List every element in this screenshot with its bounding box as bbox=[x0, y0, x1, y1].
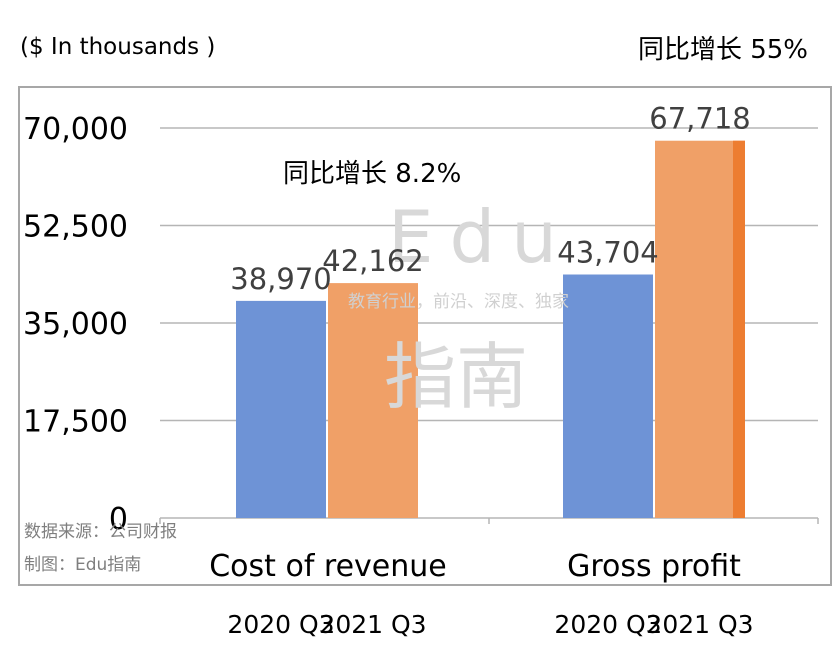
growth-annotation-cost-of-revenue: 同比增长 8.2% bbox=[283, 159, 461, 189]
data-label: 38,970 bbox=[230, 262, 331, 296]
category-labels: Cost of revenue Gross profit bbox=[209, 549, 741, 584]
y-axis-ticks: 0 17,500 35,000 52,500 70,000 bbox=[23, 112, 128, 537]
bar bbox=[236, 300, 326, 518]
chart-frame bbox=[18, 86, 832, 586]
series-label: 2021 Q3 bbox=[646, 610, 753, 639]
bar-edge bbox=[733, 140, 745, 519]
watermark-top: Edu bbox=[388, 195, 573, 279]
series-label: 2020 Q3 bbox=[554, 610, 661, 639]
y-tick-label: 0 bbox=[109, 502, 128, 537]
growth-annotation-gross-profit: 同比增长 55% bbox=[638, 35, 808, 65]
bar bbox=[655, 140, 745, 519]
watermark-tagline: 教育行业，前沿、深度、独家 bbox=[348, 292, 569, 312]
source-line-1: 数据来源：公司财报 bbox=[24, 522, 177, 542]
y-tick-label: 35,000 bbox=[23, 307, 128, 342]
source-line-2: 制图：Edu指南 bbox=[24, 555, 141, 575]
data-label: 67,718 bbox=[649, 102, 750, 136]
category-label: Gross profit bbox=[567, 549, 741, 584]
data-label: 43,704 bbox=[557, 236, 658, 270]
data-label: 42,162 bbox=[322, 244, 423, 278]
watermark: Edu 教育行业，前沿、深度、独家 指南 bbox=[348, 195, 573, 419]
y-tick-label: 17,500 bbox=[23, 405, 128, 440]
watermark-bottom: 指南 bbox=[384, 335, 528, 419]
y-tick-label: 52,500 bbox=[23, 210, 128, 245]
series-label: 2021 Q3 bbox=[319, 610, 426, 639]
y-tick-label: 70,000 bbox=[23, 112, 128, 147]
bar bbox=[328, 283, 418, 518]
bars bbox=[236, 140, 745, 519]
series-label: 2020 Q3 bbox=[227, 610, 334, 639]
unit-label: ($ In thousands ) bbox=[20, 34, 215, 60]
category-label: Cost of revenue bbox=[209, 549, 447, 584]
bar bbox=[563, 274, 653, 518]
